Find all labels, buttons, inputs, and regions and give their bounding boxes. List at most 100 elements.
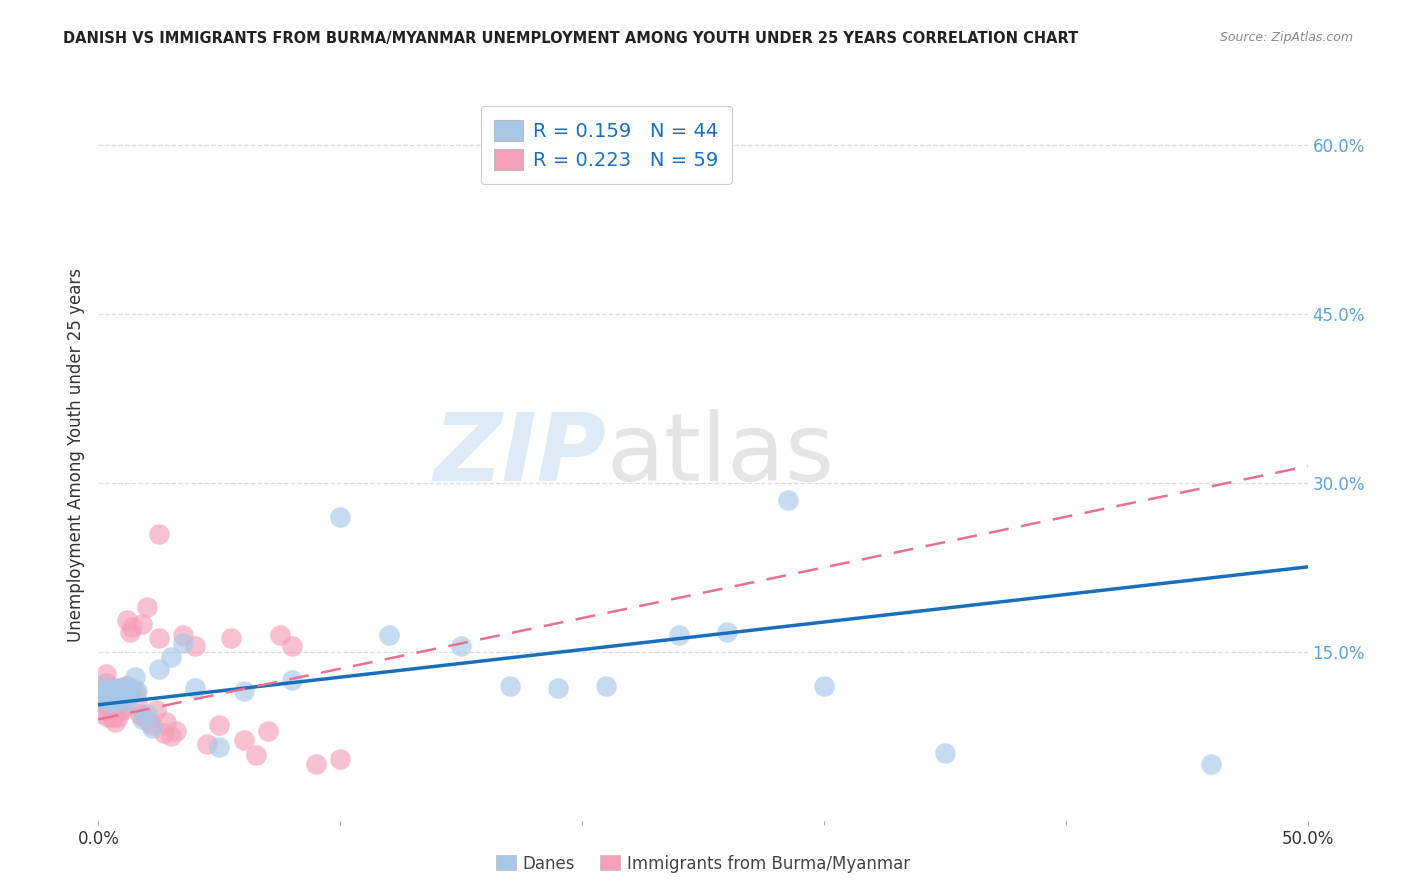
Point [148,632,170,646]
Point [97,696,120,710]
Point [131,712,153,726]
Point [101,710,124,724]
Point [1199,757,1222,772]
Point [127,684,149,698]
Point [101,692,124,706]
Point [91,679,114,693]
Point [135,706,157,721]
Legend: Danes, Immigrants from Burma/Myanmar: Danes, Immigrants from Burma/Myanmar [489,848,917,880]
Point [813,679,835,693]
Point [208,718,231,732]
Point [117,679,139,693]
Point [148,662,170,676]
Point [111,690,134,704]
Point [100,692,122,706]
Point [90,684,112,698]
Point [160,650,183,665]
Text: DANISH VS IMMIGRANTS FROM BURMA/MYANMAR UNEMPLOYMENT AMONG YOUTH UNDER 25 YEARS : DANISH VS IMMIGRANTS FROM BURMA/MYANMAR … [63,31,1078,46]
Point [208,740,231,755]
Point [101,688,124,702]
Point [135,599,157,614]
Point [256,723,278,738]
Point [141,722,163,736]
Point [160,729,183,743]
Point [108,688,131,702]
Point [104,692,127,706]
Point [305,757,328,772]
Point [172,628,194,642]
Point [152,726,174,740]
Point [101,681,124,695]
Point [141,718,163,732]
Point [127,696,149,710]
Point [91,692,114,706]
Point [94,692,117,706]
Point [124,670,146,684]
Point [716,624,738,639]
Point [269,628,291,642]
Point [195,737,218,751]
Legend: R = 0.159   N = 44, R = 0.223   N = 59: R = 0.159 N = 44, R = 0.223 N = 59 [481,106,733,184]
Point [121,681,143,695]
Point [100,703,122,717]
Point [776,492,799,507]
Point [108,703,131,717]
Point [498,679,520,693]
Point [90,688,112,702]
Text: Source: ZipAtlas.com: Source: ZipAtlas.com [1219,31,1353,45]
Point [100,681,122,696]
Point [107,696,129,710]
Point [90,696,112,710]
Point [281,639,304,653]
Point [108,692,131,706]
Point [118,688,141,702]
Text: ZIP: ZIP [433,409,606,501]
Point [101,696,124,710]
Point [172,636,194,650]
Point [668,628,690,642]
Point [165,723,187,738]
Point [94,676,117,690]
Point [104,690,127,704]
Point [94,688,117,702]
Point [111,681,134,695]
Point [107,710,129,724]
Point [148,526,170,541]
Point [91,681,114,695]
Point [91,706,114,721]
Point [329,509,352,524]
Point [111,703,134,717]
Point [595,679,617,693]
Point [111,692,134,706]
Point [97,696,120,710]
Point [104,703,127,717]
Point [145,703,167,717]
Point [107,681,129,695]
Point [97,710,120,724]
Point [97,690,120,704]
Point [221,632,243,646]
Point [184,639,207,653]
Point [128,706,150,721]
Point [94,667,117,681]
Point [94,684,117,698]
Point [97,681,120,695]
Point [107,684,129,698]
Point [117,613,139,627]
Point [232,732,254,747]
Point [232,684,254,698]
Point [934,746,956,760]
Point [114,684,136,698]
Point [117,696,139,710]
Point [138,714,160,729]
Point [245,748,267,763]
Y-axis label: Unemployment Among Youth under 25 years: Unemployment Among Youth under 25 years [66,268,84,642]
Point [118,624,141,639]
Point [114,679,136,693]
Point [121,620,143,634]
Point [134,710,156,724]
Point [104,696,127,710]
Text: atlas: atlas [606,409,835,501]
Point [100,686,122,700]
Point [100,681,122,695]
